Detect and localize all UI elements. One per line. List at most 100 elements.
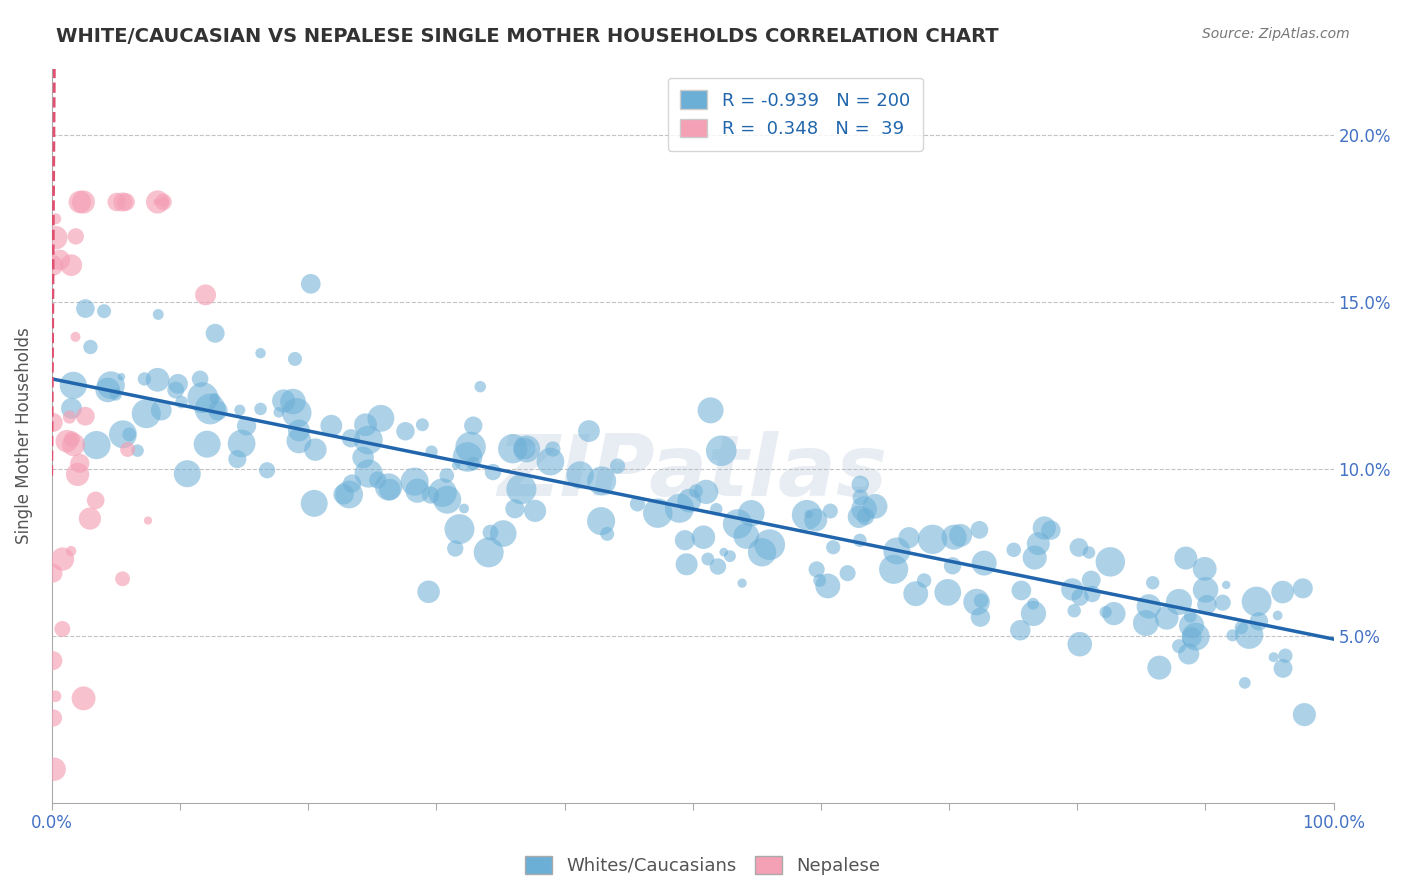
Point xyxy=(56,434,79,449)
Point xyxy=(516,442,538,456)
Point xyxy=(1180,618,1202,632)
Point xyxy=(1069,637,1091,651)
Point xyxy=(453,501,475,516)
Point xyxy=(436,492,458,507)
Point xyxy=(675,558,697,572)
Point xyxy=(367,473,389,487)
Point xyxy=(1010,583,1032,598)
Point xyxy=(419,488,441,502)
Point xyxy=(678,493,700,508)
Point xyxy=(1180,609,1202,624)
Point xyxy=(146,373,169,387)
Point xyxy=(1078,545,1101,559)
Point xyxy=(912,574,935,588)
Point xyxy=(696,552,718,566)
Point xyxy=(578,424,600,438)
Point xyxy=(418,584,440,599)
Point xyxy=(735,529,758,543)
Point xyxy=(299,277,322,291)
Point xyxy=(111,572,134,586)
Point xyxy=(1033,521,1056,535)
Point xyxy=(848,509,870,524)
Point xyxy=(1267,608,1289,623)
Point xyxy=(321,418,343,433)
Point xyxy=(1237,628,1260,642)
Point xyxy=(849,477,872,491)
Point xyxy=(1156,611,1178,625)
Point xyxy=(231,436,253,450)
Point xyxy=(256,463,278,477)
Point xyxy=(904,587,927,601)
Point xyxy=(1168,595,1191,609)
Point xyxy=(482,465,505,479)
Point xyxy=(332,487,354,501)
Point xyxy=(42,711,65,725)
Point xyxy=(796,508,818,522)
Point xyxy=(404,475,426,489)
Point xyxy=(406,483,429,498)
Point xyxy=(49,252,72,267)
Point xyxy=(226,452,249,467)
Point xyxy=(411,417,433,432)
Point xyxy=(135,407,157,421)
Point xyxy=(66,467,89,482)
Point xyxy=(1002,542,1025,557)
Point xyxy=(110,369,132,384)
Point xyxy=(249,346,271,360)
Point xyxy=(941,558,963,573)
Point xyxy=(823,541,845,555)
Point xyxy=(727,516,749,531)
Point xyxy=(1080,573,1102,587)
Point xyxy=(229,403,252,417)
Point xyxy=(1149,660,1171,674)
Point xyxy=(191,391,214,405)
Point xyxy=(1067,541,1090,555)
Point xyxy=(65,229,87,244)
Point xyxy=(75,301,97,316)
Point xyxy=(740,506,762,520)
Point xyxy=(1212,596,1234,610)
Point xyxy=(731,576,754,591)
Point xyxy=(1099,555,1122,569)
Point xyxy=(42,416,65,430)
Y-axis label: Single Mother Households: Single Mother Households xyxy=(15,327,32,544)
Point xyxy=(267,405,290,419)
Point xyxy=(51,552,73,566)
Point xyxy=(378,483,401,497)
Point xyxy=(1233,676,1256,690)
Point xyxy=(591,474,613,488)
Point xyxy=(134,372,156,386)
Point xyxy=(1230,620,1253,634)
Point xyxy=(606,459,628,474)
Point xyxy=(195,437,218,451)
Point xyxy=(492,526,515,541)
Point xyxy=(235,418,257,433)
Point xyxy=(72,691,94,706)
Point xyxy=(86,438,108,452)
Point xyxy=(695,484,717,499)
Point xyxy=(337,487,360,501)
Point xyxy=(1081,587,1104,601)
Point xyxy=(42,259,65,273)
Point xyxy=(45,211,67,226)
Point xyxy=(569,468,592,483)
Point xyxy=(145,194,167,209)
Point xyxy=(354,417,377,432)
Point xyxy=(1263,650,1285,665)
Legend: Whites/Caucasians, Nepalese: Whites/Caucasians, Nepalese xyxy=(517,848,889,882)
Point xyxy=(949,528,972,542)
Point xyxy=(111,194,134,209)
Point xyxy=(302,496,325,510)
Point xyxy=(713,545,735,559)
Point xyxy=(849,533,872,548)
Point xyxy=(1246,594,1268,608)
Point xyxy=(79,340,101,354)
Point xyxy=(704,502,727,516)
Point xyxy=(273,393,295,408)
Point xyxy=(457,450,479,464)
Point xyxy=(897,531,920,545)
Point xyxy=(100,378,122,392)
Point xyxy=(1177,647,1199,661)
Point xyxy=(668,501,690,516)
Point xyxy=(510,482,533,496)
